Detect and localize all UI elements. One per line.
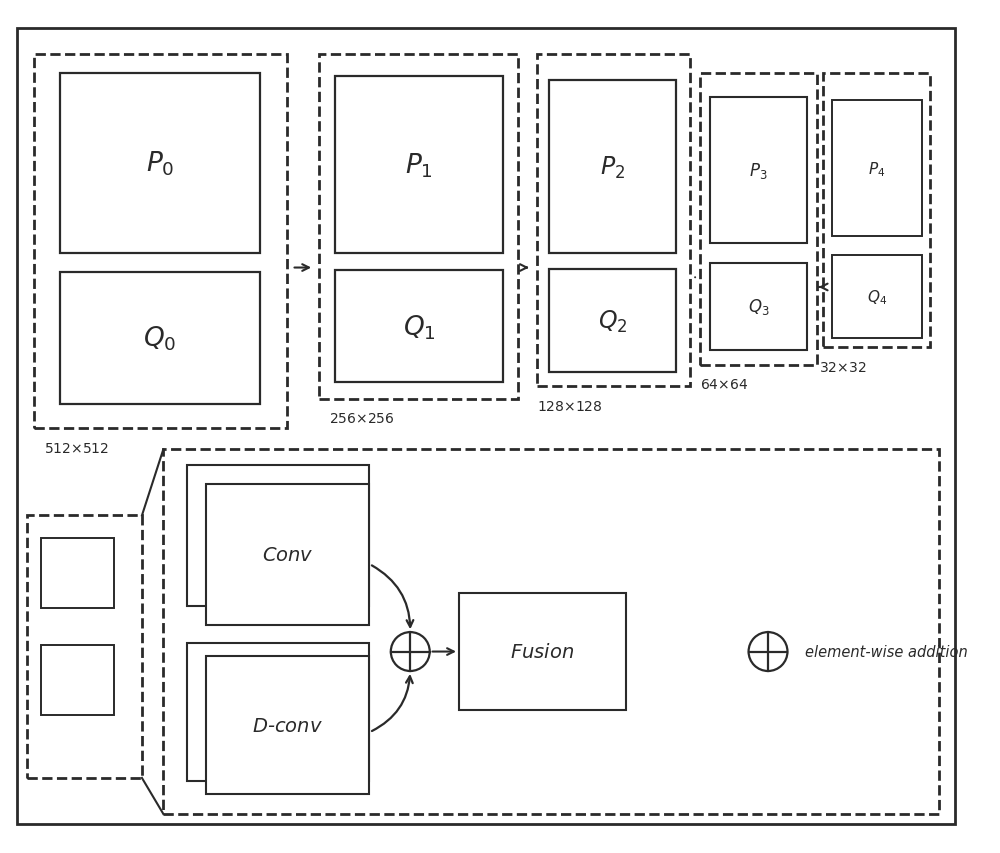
Text: $Conv$: $Conv$	[262, 546, 314, 565]
Bar	[41, 538, 114, 608]
Text: $512{\times}512$: $512{\times}512$	[44, 441, 109, 455]
Text: $Fusion$: $Fusion$	[510, 642, 575, 661]
Text: $32{\times}32$: $32{\times}32$	[819, 361, 866, 374]
Bar	[319, 55, 518, 399]
Text: $Q_3$: $Q_3$	[748, 297, 769, 317]
Bar	[60, 273, 260, 404]
Bar	[832, 102, 922, 237]
Text: $Q_2$: $Q_2$	[598, 308, 627, 334]
Bar	[823, 74, 930, 348]
Bar	[459, 594, 626, 710]
Bar	[549, 270, 676, 372]
Bar	[206, 485, 369, 625]
Text: $D$-$conv$: $D$-$conv$	[252, 717, 323, 735]
Text: $P_4$: $P_4$	[868, 160, 886, 178]
Text: $64{\times}64$: $64{\times}64$	[700, 378, 748, 392]
Bar	[710, 98, 807, 244]
Bar	[335, 77, 503, 253]
Text: $128{\times}128$: $128{\times}128$	[537, 399, 602, 414]
Text: $P_1$: $P_1$	[405, 151, 433, 179]
Bar	[187, 466, 369, 606]
Text: $Q_0$: $Q_0$	[143, 324, 177, 353]
Text: $P_2$: $P_2$	[600, 154, 625, 180]
Bar	[187, 643, 369, 781]
Bar	[34, 55, 287, 428]
Text: $Q_1$: $Q_1$	[403, 313, 435, 341]
Bar	[832, 256, 922, 338]
Bar	[60, 74, 260, 253]
Text: element-wise addition: element-wise addition	[805, 644, 968, 659]
Bar	[549, 81, 676, 253]
Bar	[27, 516, 142, 778]
Bar	[41, 645, 114, 715]
Bar	[537, 55, 690, 386]
Bar	[700, 74, 817, 365]
Text: $Q_4$: $Q_4$	[867, 287, 887, 306]
Text: $P_0$: $P_0$	[146, 149, 174, 178]
Bar	[163, 450, 939, 814]
Text: $P_3$: $P_3$	[749, 161, 768, 181]
Bar	[206, 657, 369, 794]
Text: $256{\times}256$: $256{\times}256$	[329, 412, 394, 426]
Bar	[335, 271, 503, 383]
Bar	[710, 264, 807, 351]
